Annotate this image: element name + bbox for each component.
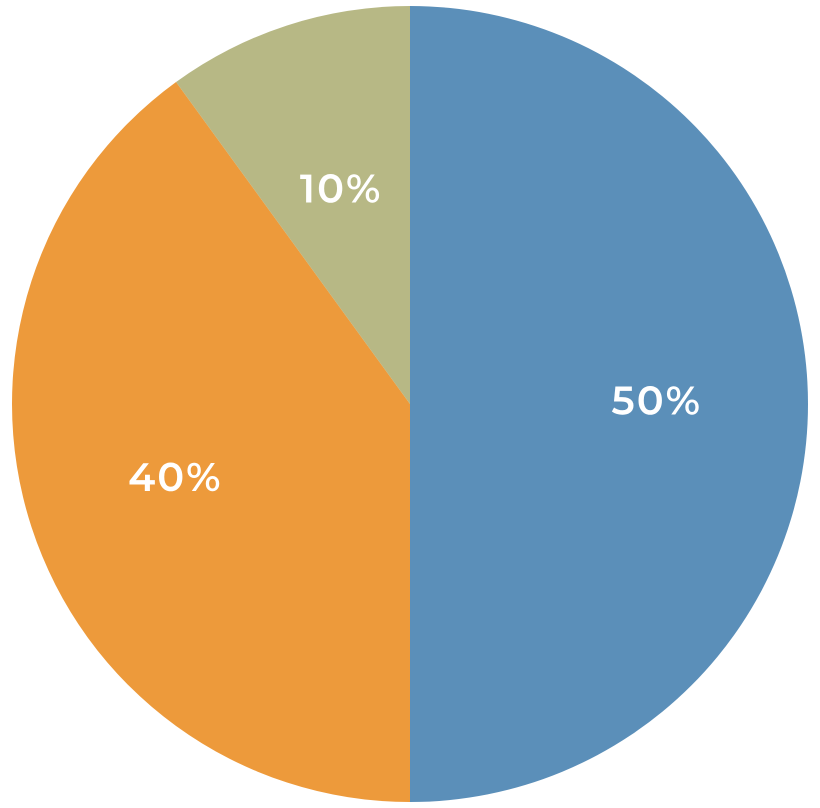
pie-slice bbox=[410, 6, 808, 802]
pie-slice-label: 40% bbox=[128, 453, 222, 502]
pie-slice-label: 10% bbox=[300, 165, 383, 214]
pie-chart-svg: 50% 40% 10% bbox=[0, 0, 820, 808]
pie-chart: 50% 40% 10% bbox=[0, 0, 820, 808]
pie-slice-label: 50% bbox=[611, 377, 702, 426]
